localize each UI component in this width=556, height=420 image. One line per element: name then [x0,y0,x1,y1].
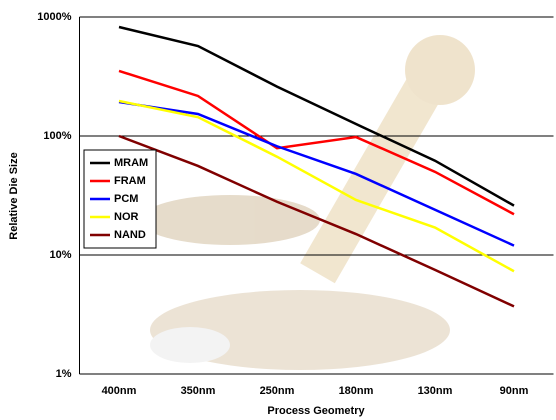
y-tick-label: 10% [49,249,71,261]
y-axis-label: Relative Die Size [8,152,20,239]
y-tick-label: 1000% [37,11,71,23]
legend-label: MRAM [114,157,148,169]
x-tick-label: 180nm [339,385,374,397]
x-tick-label: 350nm [181,385,216,397]
y-tick-label: 1% [56,368,72,380]
legend-label: NAND [114,229,146,241]
x-tick-label: 130nm [418,385,453,397]
chart: Relative Die Size Process Geometry 1% 10%… [0,0,556,420]
y-tick-label: 100% [43,130,71,142]
background-image [140,35,475,370]
legend-label: NOR [114,211,139,223]
legend-label: FRAM [114,175,146,187]
x-tick-label: 90nm [500,385,529,397]
x-tick-label: 250nm [260,385,295,397]
legend-label: PCM [114,193,138,205]
x-tick-label: 400nm [102,385,137,397]
x-axis-label: Process Geometry [267,405,365,417]
